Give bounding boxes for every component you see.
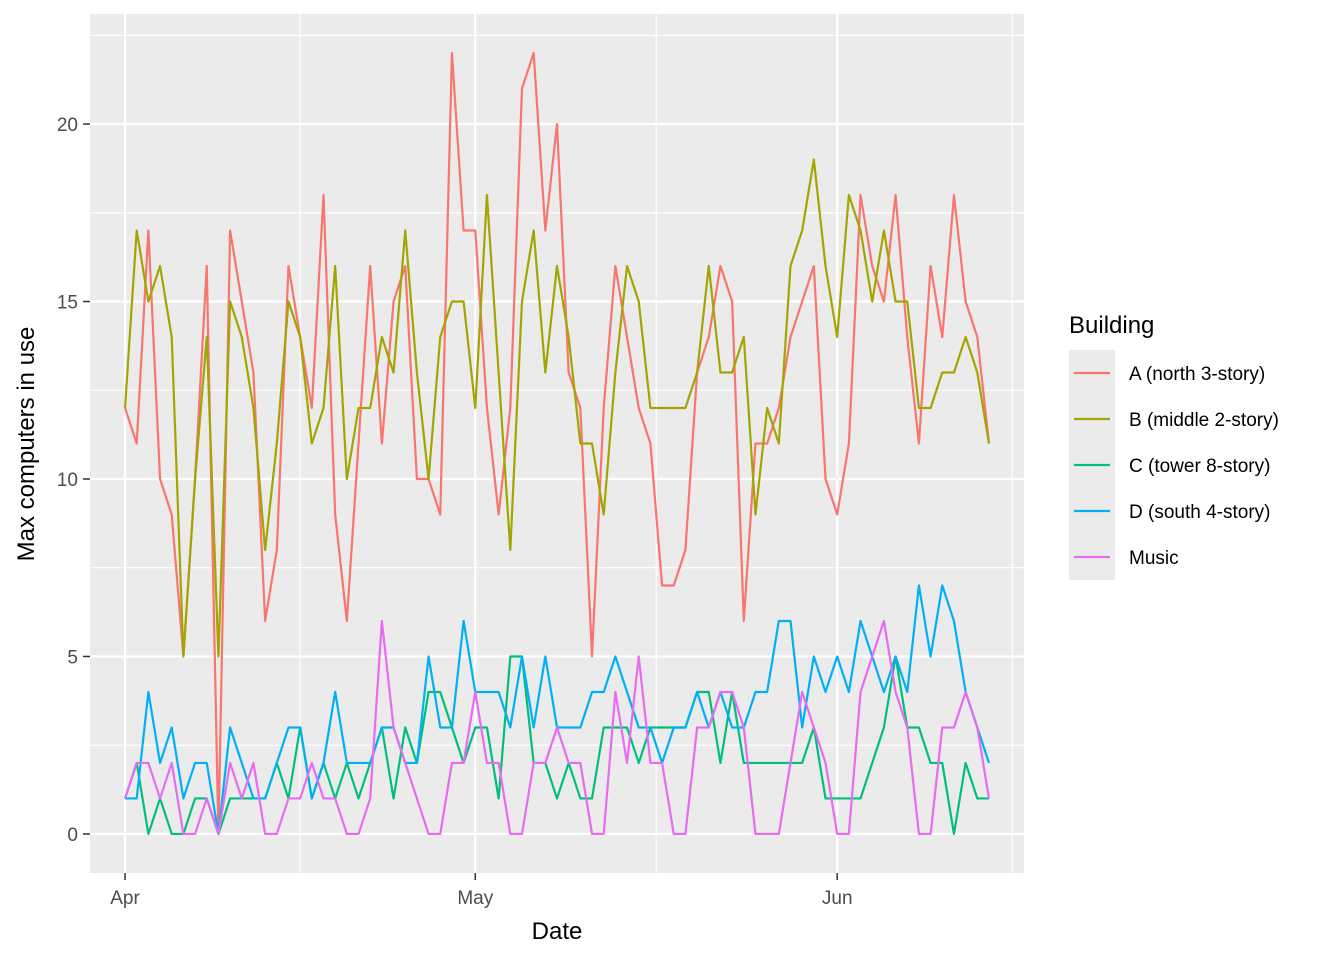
y-tick-label: 20 — [57, 115, 78, 136]
x-axis-title: Date — [532, 918, 583, 945]
legend-label: Music — [1129, 548, 1179, 569]
legend-title: Building — [1069, 312, 1154, 339]
series-line — [123, 619, 991, 836]
legend-items: A (north 3-story) B (middle 2-story) C (to… — [1069, 350, 1279, 580]
legend-label: C (tower 8-story) — [1129, 456, 1270, 477]
x-tick-label: Apr — [110, 888, 140, 909]
series-lines — [123, 51, 991, 836]
y-tick-labels: 0 5 10 15 20 — [57, 115, 78, 846]
legend-label: D (south 4-story) — [1129, 502, 1270, 523]
x-tick-labels: Apr May Jun — [110, 888, 852, 909]
legend-label: B (middle 2-story) — [1129, 410, 1279, 431]
y-tick-label: 10 — [57, 470, 78, 491]
legend: Building A (north 3-story) B (middle 2-st… — [1069, 312, 1279, 580]
major-grid — [90, 14, 1024, 873]
x-tick-label: May — [457, 888, 493, 909]
y-tick-label: 5 — [67, 647, 78, 668]
x-tick-label: Jun — [822, 888, 853, 909]
y-tick-label: 15 — [57, 293, 78, 314]
legend-label: A (north 3-story) — [1129, 364, 1265, 385]
series-line — [123, 158, 991, 658]
y-tick-label: 0 — [67, 825, 78, 846]
y-axis-title: Max computers in use — [13, 327, 40, 562]
minor-grid — [90, 14, 1024, 873]
series-line — [123, 51, 991, 836]
axis-ticks — [83, 123, 838, 880]
